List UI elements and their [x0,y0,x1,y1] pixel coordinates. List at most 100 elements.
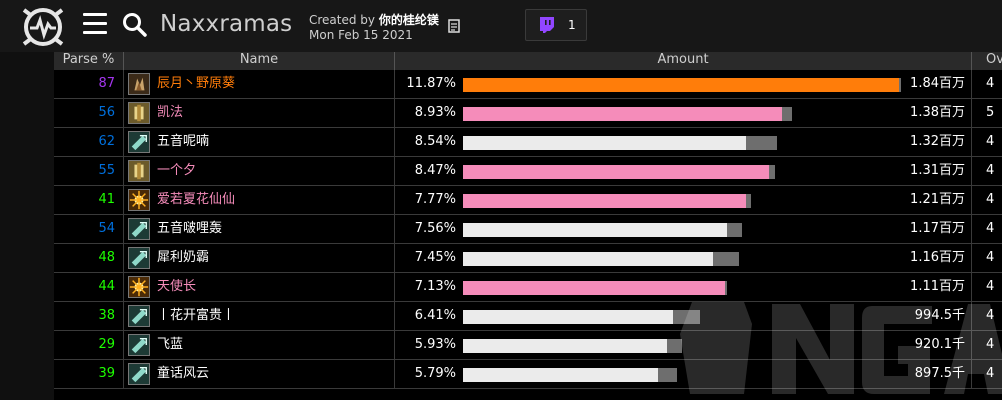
table-row[interactable]: 48 犀利奶霸 7.45% 1.16百万 4 [54,244,1002,273]
name-cell: 五音呢喃 [124,128,395,156]
druid-icon [128,73,150,95]
document-icon[interactable] [448,19,461,33]
player-name[interactable]: 童话风云 [157,366,210,381]
holy-light-icon [128,276,150,298]
table-row[interactable]: 44 天使长 7.13% 1.11百万 4 [54,273,1002,302]
name-cell: 飞蓝 [124,331,395,359]
amount-bar [463,339,667,353]
amount-percent: 7.45% [414,250,456,265]
amount-total: 1.16百万 [910,250,965,265]
holy-light-icon [128,189,150,211]
priest-icon [128,131,150,153]
priest-icon [128,218,150,240]
site-logo-icon[interactable] [18,2,68,50]
amount-bar [463,194,746,208]
parse-percent: 87 [54,70,124,98]
amount-percent: 7.13% [414,279,456,294]
amount-cell: 11.87% 1.84百万 [395,70,972,98]
amount-cell: 8.47% 1.31百万 [395,157,972,185]
parse-percent: 38 [54,302,124,330]
created-by-label: Created by [309,13,376,27]
amount-percent: 8.54% [414,134,456,149]
amount-percent: 11.87% [406,76,456,91]
table-row[interactable]: 41 爱若夏花仙仙 7.77% 1.21百万 4 [54,186,1002,215]
amount-bar [463,136,746,150]
name-cell: 犀利奶霸 [124,244,395,272]
amount-bar [463,281,725,295]
amount-total: 1.32百万 [910,134,965,149]
amount-cell: 8.93% 1.38百万 [395,99,972,127]
priest-icon [128,305,150,327]
top-bar: Naxxramas Created by 你的桂纶镁 Mon Feb 15 20… [0,0,1002,52]
player-name[interactable]: 丨花开富贵丨 [157,308,236,323]
amount-bar [463,252,713,266]
amount-total: 994.5千 [914,308,965,323]
amount-percent: 8.47% [414,163,456,178]
report-date: Mon Feb 15 2021 [309,28,413,42]
amount-bar [463,78,899,92]
column-header-overheal[interactable]: Ov [986,52,1002,67]
overheal-value: 4 [986,250,995,265]
table-row[interactable]: 56 凯法 8.93% 1.38百万 5 [54,99,1002,128]
overheal-value: 4 [986,221,995,236]
table-row[interactable]: 39 童话风云 5.79% 897.5千 4 [54,360,1002,389]
creator-name[interactable]: 你的桂纶镁 [378,13,439,27]
priest-icon [128,334,150,356]
amount-total: 1.31百万 [910,163,965,178]
table-row[interactable]: 54 五音啵哩轰 7.56% 1.17百万 4 [54,215,1002,244]
column-header-name[interactable]: Name [124,52,395,70]
table-header: Parse % Name Amount Ov [54,52,1002,70]
amount-bar [463,165,769,179]
parse-percent: 62 [54,128,124,156]
healing-table: Parse % Name Amount Ov 87 辰月丶野原葵 11.87% 1.8… [54,52,1002,400]
overheal-value: 4 [986,163,995,178]
paladin-icon [128,160,150,182]
table-row[interactable]: 62 五音呢喃 8.54% 1.32百万 4 [54,128,1002,157]
table-row[interactable]: 87 辰月丶野原葵 11.87% 1.84百万 4 [54,70,1002,99]
twitch-viewer-count: 1 [568,18,576,32]
table-row[interactable]: 29 飞蓝 5.93% 920.1千 4 [54,331,1002,360]
overheal-value: 4 [986,76,995,91]
twitch-icon [540,17,554,33]
name-cell: 童话风云 [124,360,395,388]
name-cell: 爱若夏花仙仙 [124,186,395,214]
amount-cell: 7.77% 1.21百万 [395,186,972,214]
parse-percent: 48 [54,244,124,272]
overheal-value: 4 [986,134,995,149]
player-name[interactable]: 飞蓝 [157,337,184,352]
player-name[interactable]: 犀利奶霸 [157,250,210,265]
player-name[interactable]: 天使长 [157,279,197,294]
parse-percent: 44 [54,273,124,301]
name-cell: 五音啵哩轰 [124,215,395,243]
name-cell: 辰月丶野原葵 [124,70,395,98]
column-header-parse[interactable]: Parse % [54,52,124,70]
parse-percent: 39 [54,360,124,388]
overheal-value: 4 [986,192,995,207]
amount-total: 920.1千 [914,337,965,352]
priest-icon [128,363,150,385]
amount-total: 897.5千 [914,366,965,381]
amount-cell: 8.54% 1.32百万 [395,128,972,156]
player-name[interactable]: 五音呢喃 [157,134,210,149]
amount-cell: 7.45% 1.16百万 [395,244,972,272]
player-name[interactable]: 爱若夏花仙仙 [157,192,236,207]
player-name[interactable]: 五音啵哩轰 [157,221,223,236]
amount-cell: 5.93% 920.1千 [395,331,972,359]
amount-bar [463,107,782,121]
search-icon[interactable] [122,12,148,38]
table-row[interactable]: 38 丨花开富贵丨 6.41% 994.5千 4 [54,302,1002,331]
menu-icon[interactable] [83,13,107,35]
player-name[interactable]: 凯法 [157,105,184,120]
report-creator: Created by 你的桂纶镁 [309,11,439,28]
amount-percent: 7.77% [414,192,456,207]
amount-percent: 5.93% [414,337,456,352]
table-row[interactable]: 55 一个夕 8.47% 1.31百万 4 [54,157,1002,186]
player-name[interactable]: 辰月丶野原葵 [157,76,236,91]
twitch-button[interactable]: 1 [525,9,587,41]
player-name[interactable]: 一个夕 [157,163,197,178]
column-header-amount[interactable]: Amount [395,52,972,70]
overheal-value: 4 [986,366,995,381]
parse-percent: 54 [54,215,124,243]
amount-bar [463,368,658,382]
amount-percent: 6.41% [414,308,456,323]
